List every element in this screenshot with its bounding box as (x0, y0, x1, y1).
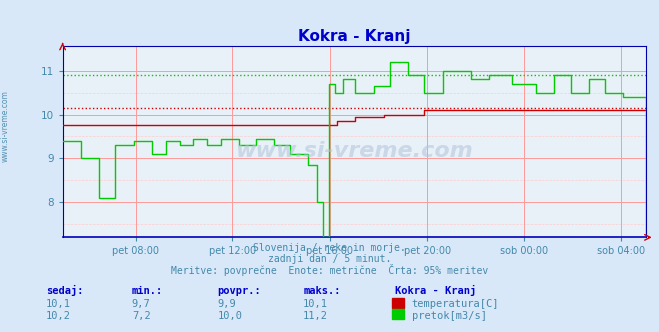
Text: min.:: min.: (132, 286, 163, 296)
Text: 9,9: 9,9 (217, 299, 236, 309)
Title: Kokra - Kranj: Kokra - Kranj (298, 29, 411, 44)
Text: 7,2: 7,2 (132, 311, 150, 321)
Text: www.si-vreme.com: www.si-vreme.com (235, 141, 473, 161)
Text: maks.:: maks.: (303, 286, 341, 296)
Text: Slovenija / reke in morje.: Slovenija / reke in morje. (253, 243, 406, 253)
Text: 10,0: 10,0 (217, 311, 243, 321)
Text: zadnji dan / 5 minut.: zadnji dan / 5 minut. (268, 254, 391, 264)
Text: Kokra - Kranj: Kokra - Kranj (395, 285, 476, 296)
Text: 10,1: 10,1 (46, 299, 71, 309)
Text: povpr.:: povpr.: (217, 286, 261, 296)
Text: pretok[m3/s]: pretok[m3/s] (412, 311, 487, 321)
Text: 10,1: 10,1 (303, 299, 328, 309)
Text: www.si-vreme.com: www.si-vreme.com (1, 90, 10, 162)
Text: 9,7: 9,7 (132, 299, 150, 309)
Text: 11,2: 11,2 (303, 311, 328, 321)
Text: 10,2: 10,2 (46, 311, 71, 321)
Text: sedaj:: sedaj: (46, 285, 84, 296)
Text: Meritve: povprečne  Enote: metrične  Črta: 95% meritev: Meritve: povprečne Enote: metrične Črta:… (171, 264, 488, 276)
Text: temperatura[C]: temperatura[C] (412, 299, 500, 309)
